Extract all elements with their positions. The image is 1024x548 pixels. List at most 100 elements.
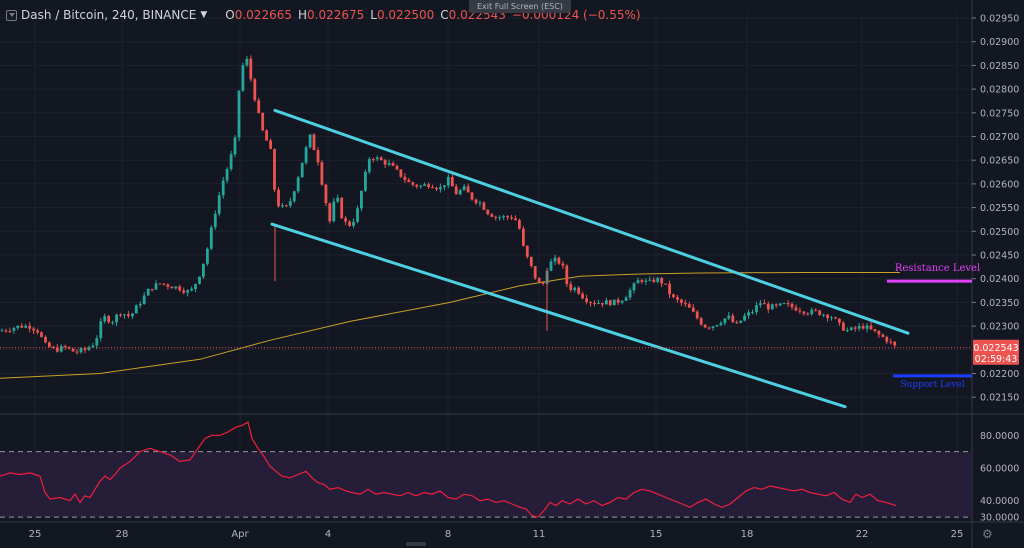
candle (794, 304, 798, 312)
candle (454, 184, 458, 195)
candle-body (482, 202, 486, 210)
candle-body (229, 154, 233, 170)
rsi-line (0, 421, 897, 518)
candle-body (423, 184, 426, 186)
candle (857, 323, 861, 332)
candle-body (640, 280, 644, 282)
candle (778, 303, 782, 307)
candle-body (79, 348, 83, 353)
candle (537, 276, 541, 283)
candle-body (292, 191, 296, 202)
candle-body (699, 318, 703, 325)
candle (213, 210, 217, 230)
time-tick-label: 28 (116, 529, 129, 540)
time-axis[interactable]: 25 28 Apr 4 8 11 15 18 22 25 (29, 529, 964, 540)
candle (510, 214, 513, 221)
candle (458, 188, 462, 196)
candle (632, 282, 636, 294)
symbol-title[interactable]: Dash / Bitcoin, 240, BINANCE (21, 8, 197, 22)
candle-body (751, 312, 754, 314)
candle-body (367, 159, 371, 172)
candle (818, 309, 822, 316)
candle-body (131, 313, 134, 317)
candle-body (853, 327, 857, 329)
candle (352, 218, 355, 229)
candle (107, 314, 111, 324)
candle (616, 297, 620, 305)
candle (300, 162, 304, 178)
candle (731, 313, 735, 323)
candle-body (217, 195, 221, 214)
candle-body (265, 130, 268, 141)
price-tick-label: 0.02400 (980, 274, 1019, 285)
candle-body (849, 327, 853, 330)
candle (273, 148, 276, 193)
candle-body (770, 304, 774, 310)
candle-body (285, 205, 288, 207)
candle-body (269, 140, 272, 149)
candle-body (474, 199, 478, 203)
candle-body (668, 283, 671, 295)
candle-body (790, 304, 794, 308)
price-tick-label: 0.02750 (980, 108, 1019, 119)
candle (431, 184, 434, 189)
price-tick-label: 0.02850 (980, 61, 1019, 72)
candle-countdown: 02:59:43 (975, 354, 1018, 365)
candle (672, 293, 675, 299)
candle-body (119, 314, 122, 316)
candle-body (12, 328, 16, 331)
exit-fullscreen-button[interactable]: Exit Full Screen (ESC) (469, 0, 571, 13)
candle-body (115, 314, 118, 323)
time-tick-label: 15 (650, 529, 663, 540)
candle-body (213, 213, 217, 228)
candle (241, 62, 245, 93)
candle (668, 280, 671, 299)
candle-body (91, 345, 95, 348)
candle-body (577, 287, 581, 294)
candle-body (525, 245, 529, 257)
last-price-bg (973, 339, 1019, 365)
candle (518, 218, 521, 230)
candle (557, 256, 561, 266)
candle-body (672, 294, 675, 298)
pane-resize-handle[interactable] (406, 542, 426, 546)
candle (131, 313, 134, 320)
candle (601, 302, 604, 308)
candle (304, 145, 308, 165)
collapse-legend-icon[interactable] (6, 9, 17, 21)
candle-body (206, 248, 209, 264)
candle (853, 325, 857, 332)
candle (332, 198, 336, 223)
candle (142, 292, 146, 305)
candle (217, 191, 221, 217)
chevron-down-icon[interactable]: ▼ (200, 10, 208, 20)
rsi-axis[interactable]: 80.0000 60.0000 40.0000 30.0000 (980, 431, 1019, 524)
candle (308, 134, 312, 149)
settings-gear-icon[interactable]: ⚙ (982, 527, 993, 541)
candle (8, 327, 12, 334)
candle (75, 349, 79, 355)
candle-body (48, 342, 51, 347)
candle-body (834, 317, 837, 319)
channel-upper-line (273, 108, 910, 335)
candle (375, 155, 379, 162)
candle (174, 286, 178, 290)
candle (237, 90, 241, 142)
time-tick-label: Apr (231, 529, 249, 540)
candle-body (123, 314, 126, 316)
candle-body (146, 288, 150, 296)
candle (229, 150, 233, 172)
candle-body (490, 214, 494, 217)
candle (206, 247, 209, 266)
candle-body (498, 217, 502, 219)
candle (502, 214, 505, 221)
candle-body (727, 315, 731, 319)
price-axis[interactable]: 0.02950 0.02900 0.02850 0.02800 0.02750 0.027… (972, 14, 1019, 404)
candle (561, 261, 565, 269)
candle-body (352, 221, 355, 226)
candle-body (549, 261, 553, 271)
candle-body (660, 278, 664, 284)
candle-body (391, 163, 395, 166)
candle (490, 212, 494, 218)
